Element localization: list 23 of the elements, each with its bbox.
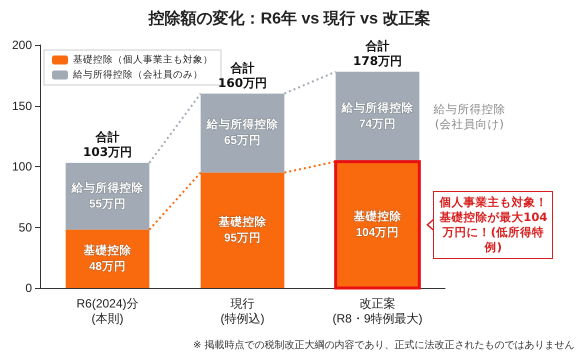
y-tick-label: 0	[25, 281, 32, 295]
total-label: 合計 103万円	[83, 130, 132, 160]
x-tick-label: 現行 (特例込)	[220, 296, 264, 326]
total-label: 合計 178万円	[353, 38, 402, 69]
y-tick-label: 150	[12, 98, 32, 113]
data-label: 給与所得控除 65万円	[206, 117, 280, 148]
x-tick-label: 改正案 (R8・9特例最大)	[332, 296, 423, 326]
chart-title: 控除額の変化：R6年 vs 現行 vs 改正案	[148, 8, 430, 28]
text: ※ 掲載時点での税制改正大綱の内容であり、正式に法改正されたものではありません	[193, 338, 575, 352]
data-label: 給与所得控除 74万円	[340, 100, 414, 131]
data-label: 基礎控除 104万円	[352, 208, 402, 239]
annotation: 個人事業主も対象！基礎控除が最大104万円に！(低所得特例)	[433, 190, 554, 259]
data-label: 基礎控除 95万円	[218, 214, 268, 244]
y-tick-label: 100	[12, 160, 32, 174]
y-tick-label: 200	[12, 38, 32, 52]
data-label: 給与所得控除 55万円	[70, 180, 144, 210]
x-tick-label: R6(2024)分 (本則)	[76, 296, 139, 326]
total-label: 合計 160万円	[218, 60, 268, 91]
data-label: 基礎控除 48万円	[82, 242, 132, 273]
legend-label: 基礎控除（個人事業主も対象）	[73, 54, 213, 66]
legend-label: 給与所得控除（会社員のみ）	[72, 68, 203, 80]
y-tick-label: 50	[18, 220, 32, 234]
annotation: 給与所得控除 (会社員向け)	[433, 102, 506, 132]
